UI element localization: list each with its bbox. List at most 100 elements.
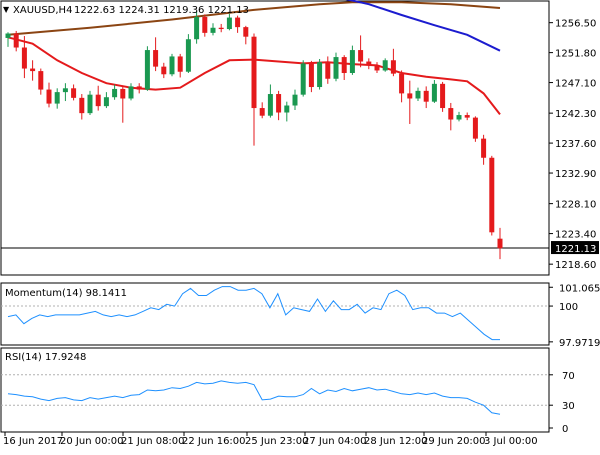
chart-ohlc: 1222.63 1224.31 1219.36 1221.13 xyxy=(74,5,249,16)
candle-body xyxy=(317,62,323,88)
candle xyxy=(464,112,470,121)
candle xyxy=(407,80,413,124)
candle xyxy=(161,62,167,79)
candle-body xyxy=(284,105,290,113)
candle xyxy=(95,85,101,111)
time-tick-label: 22 Jun 16:00 xyxy=(182,436,246,447)
candle-body xyxy=(46,89,52,104)
candle-body xyxy=(30,68,36,72)
candle-body xyxy=(276,94,282,113)
momentum-tick-label: 97.9719 xyxy=(559,338,600,349)
candle-body xyxy=(202,16,208,33)
moving-averages xyxy=(7,0,501,116)
candle xyxy=(431,80,437,103)
candle xyxy=(481,134,487,165)
candle-body xyxy=(13,33,19,48)
candle xyxy=(103,92,109,109)
candle-body xyxy=(259,108,265,116)
candle xyxy=(136,83,142,94)
candle-body xyxy=(456,115,462,120)
rsi-tick-label: 0 xyxy=(562,424,568,435)
candle xyxy=(202,14,208,37)
candle xyxy=(382,58,388,72)
candle-body xyxy=(489,157,495,233)
candle xyxy=(235,15,241,33)
candle-body xyxy=(325,62,331,79)
time-tick-label: 25 Jun 23:00 xyxy=(245,436,309,447)
candle-body xyxy=(144,50,150,90)
candle xyxy=(489,155,495,236)
candle-body xyxy=(267,94,273,116)
candle-body xyxy=(235,17,241,28)
candle xyxy=(292,89,298,110)
candle-body xyxy=(358,50,364,62)
candle xyxy=(153,37,159,72)
price-tick-label: 1247.10 xyxy=(555,79,596,90)
candle-body xyxy=(390,60,396,74)
candle-body xyxy=(5,33,11,38)
candle xyxy=(390,48,396,77)
candle xyxy=(456,111,462,122)
candle-body xyxy=(120,88,126,99)
candle-body xyxy=(62,88,68,93)
candle xyxy=(46,82,52,108)
candle-body xyxy=(399,73,405,94)
rsi-axis: 70 30 0 xyxy=(549,371,575,435)
candle xyxy=(308,60,314,93)
candle-body xyxy=(38,71,44,90)
rsi-tick-label: 70 xyxy=(562,371,575,382)
momentum-title: Momentum(14) 98.1411 xyxy=(5,288,127,299)
candle-body xyxy=(177,56,183,72)
candle-body xyxy=(54,92,60,104)
candle xyxy=(333,52,339,82)
candle-body xyxy=(136,86,142,90)
candle xyxy=(112,84,118,100)
candle-body xyxy=(103,97,109,107)
candle-body xyxy=(481,138,487,158)
price-tick-label: 1237.60 xyxy=(555,139,596,150)
candle xyxy=(423,86,429,109)
price-panel-frame xyxy=(0,0,550,276)
candle-body xyxy=(341,57,347,74)
time-tick-label: 3 Jul 00:00 xyxy=(484,436,538,447)
candle-body xyxy=(464,115,470,118)
price-tick-label: 1228.10 xyxy=(555,200,596,211)
candle-body xyxy=(497,238,503,249)
candle xyxy=(185,34,191,74)
rsi-panel: 70 30 0 RSI(14) 17.9248 xyxy=(0,347,575,435)
price-tick-label: 1251.80 xyxy=(555,49,596,60)
candle-body xyxy=(169,56,175,75)
candle xyxy=(226,13,232,31)
candle xyxy=(349,45,355,75)
momentum-panel: 101.0655 100 97.9719 Momentum(14) 98.1411 xyxy=(0,282,600,349)
price-tick-label: 1232.90 xyxy=(555,169,596,180)
price-tick-label: 1223.40 xyxy=(555,230,596,241)
current-price-label-box xyxy=(551,241,599,255)
candle-body xyxy=(366,61,372,66)
candle xyxy=(5,32,11,47)
momentum-axis: 101.0655 100 97.9719 xyxy=(549,283,600,349)
candle xyxy=(87,90,93,116)
ma-red-line xyxy=(7,36,501,116)
candle-body xyxy=(423,90,429,102)
chart-title: XAUUSD,H4 xyxy=(13,5,72,16)
candle xyxy=(358,35,364,68)
candle xyxy=(251,33,257,146)
candle xyxy=(284,101,290,122)
candle-body xyxy=(79,97,85,114)
triangle-icon: ▼ xyxy=(3,5,10,14)
candle-body xyxy=(333,57,339,79)
candle-body xyxy=(218,27,224,30)
candle-body xyxy=(349,50,355,74)
candle-body xyxy=(472,117,478,139)
candle xyxy=(218,23,224,33)
momentum-tick-label: 100 xyxy=(559,302,578,313)
candle-body xyxy=(407,93,413,99)
candle xyxy=(243,25,249,45)
candle-body xyxy=(415,90,421,99)
candle xyxy=(30,60,36,81)
candle-body xyxy=(194,16,200,40)
candle xyxy=(210,23,216,36)
